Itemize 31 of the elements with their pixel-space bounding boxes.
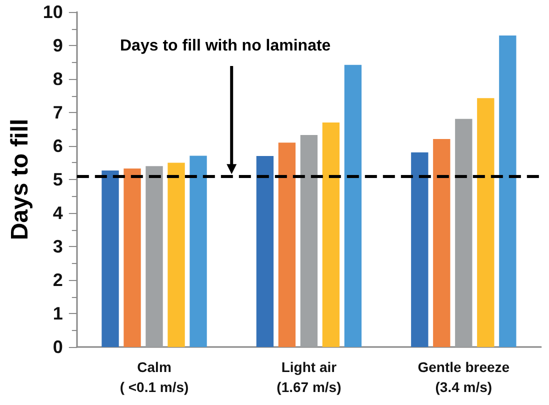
y-tick-label: 7: [52, 102, 63, 122]
x-tick-label: Gentle breeze (3.4 m/s): [418, 359, 510, 395]
y-tick-label: 9: [52, 36, 63, 56]
bar: [256, 156, 274, 347]
bar: [124, 168, 141, 347]
bar: [278, 142, 296, 347]
y-tick-label: 10: [42, 2, 63, 22]
y-axis-title: Days to fill: [6, 118, 34, 240]
x-tick-label: Light air (1.67 m/s): [276, 359, 342, 395]
x-tick-label: Calm ( <0.1 m/s): [120, 359, 189, 395]
y-tick-label: 8: [52, 69, 63, 89]
y-tick-label: 6: [52, 136, 63, 156]
bar: [168, 162, 185, 347]
bar: [146, 166, 163, 347]
bar: [300, 134, 318, 347]
bar: [411, 152, 428, 347]
y-tick-label: 4: [52, 203, 63, 223]
bar: [190, 156, 207, 347]
bar: [455, 118, 472, 347]
bar: [433, 138, 450, 347]
bar: [102, 170, 119, 347]
y-tick-label: 0: [52, 337, 63, 357]
bar: [344, 64, 362, 347]
bar: [477, 98, 494, 347]
y-tick-label: 1: [52, 304, 63, 324]
ref-line-label: Days to fill with no laminate: [120, 38, 331, 54]
bar: [322, 122, 340, 347]
y-tick-label: 2: [52, 270, 63, 290]
bar: [499, 35, 516, 347]
y-tick-label: 5: [52, 170, 63, 190]
y-tick-label: 3: [52, 236, 63, 256]
